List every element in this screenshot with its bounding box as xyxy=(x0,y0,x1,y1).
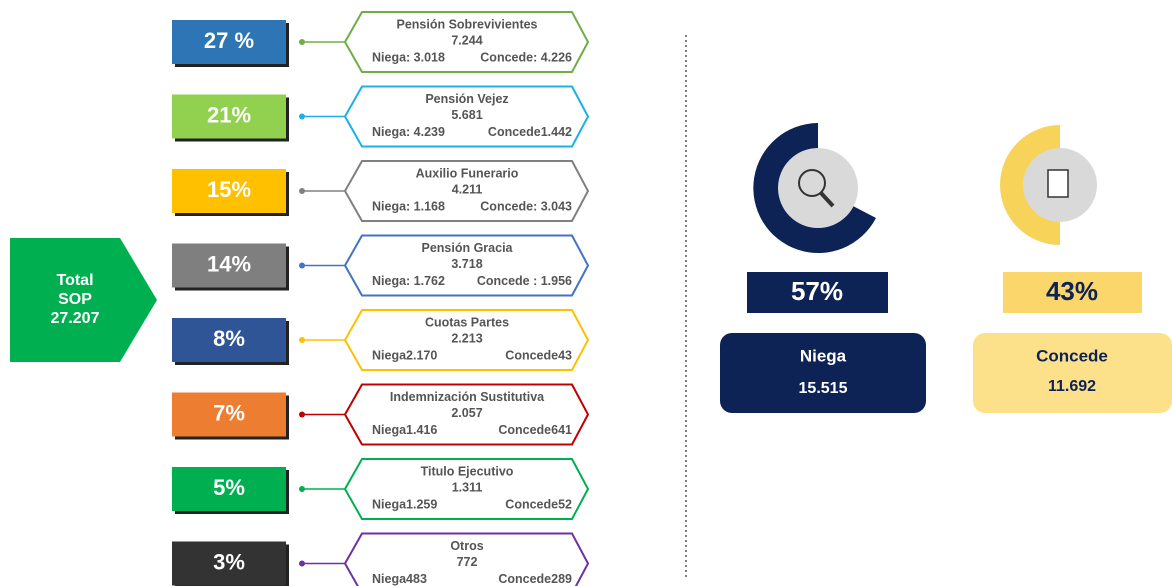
percent: 14% xyxy=(207,251,251,276)
percent: 27 % xyxy=(204,28,254,53)
concede-label: Concede xyxy=(1036,346,1108,365)
info-box xyxy=(343,458,590,520)
total: 772 xyxy=(457,555,478,569)
info-box xyxy=(343,85,590,148)
total: 3.718 xyxy=(451,257,482,271)
percent-box xyxy=(172,169,286,213)
percent-box xyxy=(172,318,286,362)
percent-box xyxy=(172,392,286,437)
info-box xyxy=(343,11,590,73)
concede: Concede43 xyxy=(505,348,572,362)
total: 7.244 xyxy=(451,33,482,47)
total-label: Total SOP 27.207 xyxy=(51,272,100,327)
percent: 5% xyxy=(213,475,245,500)
name: Cuotas Partes xyxy=(425,315,509,329)
name: Titulo Ejecutivo xyxy=(421,464,514,478)
total: 5.681 xyxy=(451,108,482,122)
name: Pensión Vejez xyxy=(425,92,508,106)
name: Otros xyxy=(450,539,483,553)
document-icon xyxy=(1047,169,1069,198)
info-box xyxy=(343,383,590,446)
niega-percent: 57% xyxy=(791,276,843,306)
niega-icon-bg xyxy=(778,148,858,228)
percent: 8% xyxy=(213,326,245,351)
name: Indemnización Sustitutiva xyxy=(390,390,545,404)
total: 2.057 xyxy=(451,406,482,420)
niega-arc xyxy=(753,123,876,253)
total: 1.311 xyxy=(452,480,483,494)
concede: Concede52 xyxy=(505,497,572,511)
concede: Concede: 3.043 xyxy=(480,199,572,213)
name: Pensión Sobrevivientes xyxy=(396,17,537,31)
percent: 7% xyxy=(213,400,245,425)
info-box xyxy=(343,532,590,586)
info-box xyxy=(343,234,590,297)
percent: 21% xyxy=(207,102,251,127)
info-box xyxy=(343,309,590,371)
name: Pensión Gracia xyxy=(421,241,513,255)
concede: Concede: 4.226 xyxy=(480,50,572,64)
niega: Niega483 xyxy=(372,572,427,586)
concede: Concede : 1.956 xyxy=(477,274,572,288)
niega-value: 15.515 xyxy=(799,380,848,397)
niega: Niega: 1.762 xyxy=(372,274,445,288)
percent-box xyxy=(172,467,286,511)
niega: Niega: 1.168 xyxy=(372,199,445,213)
niega-card xyxy=(720,333,926,413)
niega: Niega2.170 xyxy=(372,348,437,362)
niega: Niega: 3.018 xyxy=(372,50,445,64)
total-box xyxy=(10,238,157,362)
percent: 15% xyxy=(207,177,251,202)
niega-label: Niega xyxy=(800,346,847,365)
concede-arc xyxy=(1000,125,1060,245)
concede: Concede641 xyxy=(498,423,572,437)
niega-percent-box xyxy=(747,272,888,313)
name: Auxilio Funerario xyxy=(416,166,519,180)
magnifier xyxy=(798,169,826,197)
concede-card xyxy=(973,333,1172,413)
magnifier-handle xyxy=(819,191,835,208)
niega: Niega1.416 xyxy=(372,423,437,437)
concede-percent-box xyxy=(1003,272,1142,313)
concede: Concede1.442 xyxy=(488,125,572,139)
concede-value: 11.692 xyxy=(1048,378,1096,395)
concede: Concede289 xyxy=(498,572,572,586)
total: 4.211 xyxy=(452,182,483,196)
info-box xyxy=(343,160,590,222)
percent-box xyxy=(172,20,286,64)
niega: Niega: 4.239 xyxy=(372,125,445,139)
percent-box xyxy=(172,541,286,586)
niega: Niega1.259 xyxy=(372,497,437,511)
concede-percent: 43% xyxy=(1046,276,1098,306)
total: 2.213 xyxy=(451,331,482,345)
percent-box xyxy=(172,94,286,139)
percent: 3% xyxy=(213,549,245,574)
percent-box xyxy=(172,243,286,288)
